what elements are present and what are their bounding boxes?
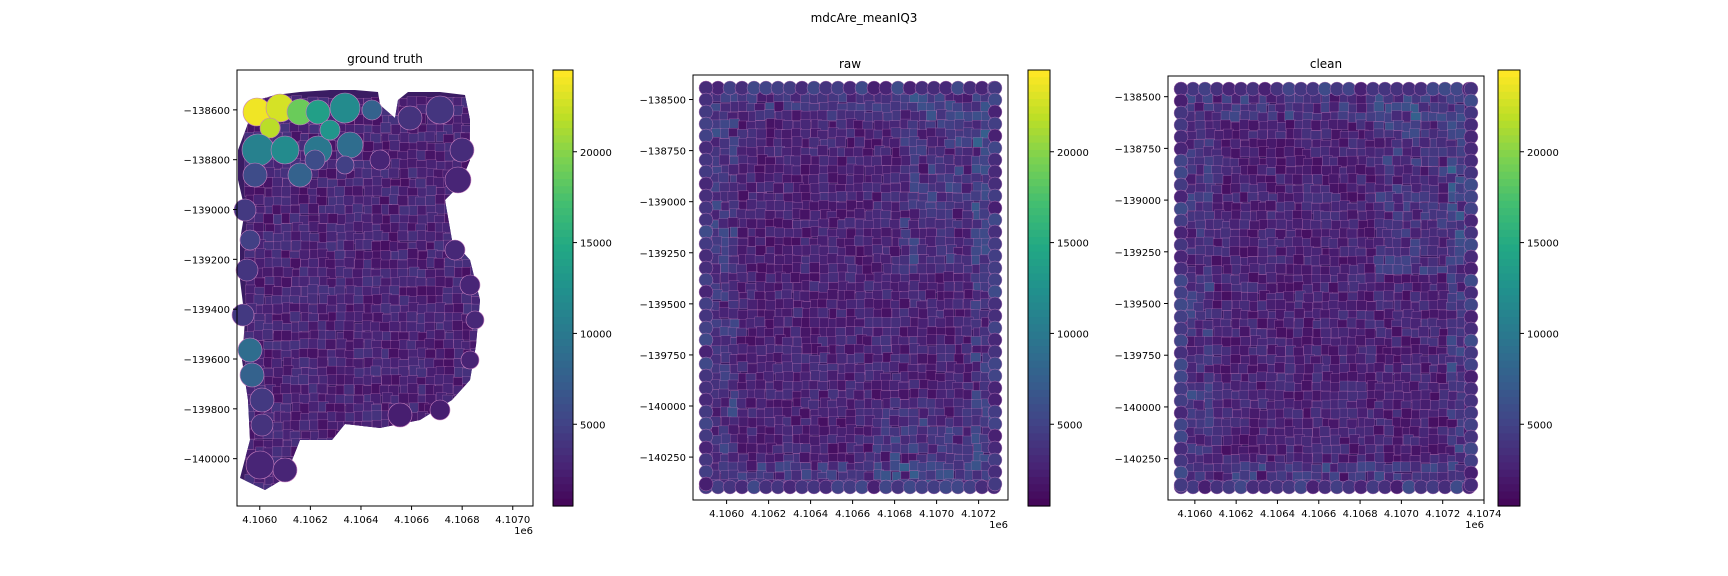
- x-axis: 4.1060 4.1062 4.1064 4.1066 4.1068 4.1070: [242, 506, 530, 526]
- colorbar-tick-label: 5000: [1527, 420, 1552, 431]
- y-tick-label: −140000: [1114, 403, 1161, 414]
- heatmap-map: [698, 80, 1003, 495]
- x-tick-label: 4.1066: [1301, 509, 1336, 520]
- x-tick-label: 4.1064: [793, 509, 828, 520]
- colorbar-frame: [1027, 69, 1051, 507]
- x-tick-label: 4.1068: [877, 509, 912, 520]
- colorbar-tick-label: 15000: [1527, 239, 1559, 250]
- y-axis: −138500 −138750 −139000 −139250 −139500 −1397…: [1114, 93, 1168, 466]
- x-tick-label: 4.1070: [919, 509, 954, 520]
- colorbar-tick-label: 10000: [1057, 329, 1089, 340]
- colorbar: 5000 10000 15000 20000: [552, 69, 612, 507]
- x-tick-label: 4.1060: [709, 509, 744, 520]
- x-axis: 4.1060 4.1062 4.1064 4.1066 4.1068 4.1070 4.10…: [709, 500, 996, 520]
- x-tick-label: 4.1070: [495, 515, 530, 526]
- x-tick-label: 4.1068: [1343, 509, 1378, 520]
- y-tick-label: −139000: [183, 206, 230, 217]
- y-tick-label: −139750: [639, 351, 686, 362]
- y-tick-label: −139500: [1114, 300, 1161, 311]
- x-tick-label: 4.1072: [961, 509, 996, 520]
- y-tick-label: −139750: [1114, 351, 1161, 362]
- x-offset-label: 1e6: [989, 520, 1008, 531]
- x-axis: 4.1060 4.1062 4.1064 4.1066 4.1068 4.1070 4.10…: [1177, 500, 1502, 520]
- panel-title: ground truth: [347, 52, 423, 66]
- panel-title: raw: [839, 57, 861, 71]
- x-tick-label: 4.1062: [1219, 509, 1254, 520]
- polygon-cells: [706, 88, 995, 487]
- y-tick-label: −140000: [639, 402, 686, 413]
- x-offset-label: 1e6: [514, 526, 533, 537]
- y-tick-label: −138600: [183, 106, 230, 117]
- colorbar-tick-label: 5000: [580, 420, 605, 431]
- plot-frame: [236, 69, 534, 507]
- x-tick-label: 4.1062: [293, 515, 328, 526]
- x-tick-label: 4.1074: [1467, 509, 1502, 520]
- y-tick-label: −139800: [183, 405, 230, 416]
- y-tick-label: −139250: [1114, 248, 1161, 259]
- y-tick-label: −139500: [639, 300, 686, 311]
- colorbar-tick-label: 20000: [580, 148, 612, 159]
- colorbar-tick-label: 10000: [580, 329, 612, 340]
- y-tick-label: −139400: [183, 305, 230, 316]
- y-tick-label: −139200: [183, 255, 230, 266]
- x-offset-label: 1e6: [1465, 520, 1484, 531]
- panel-clean: clean 4.1060 4.1062 4.1064 4.1066 4.1068 4.10…: [1114, 57, 1558, 531]
- x-tick-label: 4.1068: [445, 515, 480, 526]
- y-tick-label: −140000: [183, 455, 230, 466]
- y-tick-label: −138750: [639, 147, 686, 158]
- y-tick-label: −140250: [1114, 455, 1161, 466]
- heatmap-map: [231, 90, 485, 490]
- x-tick-label: 4.1060: [1177, 509, 1212, 520]
- panel-raw: raw 4.1060 4.1062 4.1064 4.1066 4.1068 4.1070…: [639, 57, 1088, 531]
- x-tick-label: 4.1070: [1384, 509, 1419, 520]
- x-tick-label: 4.1060: [242, 515, 277, 526]
- y-axis: −138600 −138800 −139000 −139200 −139400 −1396…: [183, 106, 237, 466]
- x-tick-label: 4.1062: [751, 509, 786, 520]
- y-tick-label: −139000: [639, 198, 686, 209]
- x-tick-label: 4.1064: [1260, 509, 1295, 520]
- y-tick-label: −138800: [183, 156, 230, 167]
- y-tick-label: −138750: [1114, 144, 1161, 155]
- boundary-blobs: [1173, 81, 1479, 495]
- x-tick-label: 4.1066: [835, 509, 870, 520]
- colorbar-tick-label: 5000: [1057, 420, 1082, 431]
- y-tick-label: −138500: [1114, 93, 1161, 104]
- colorbar-tick-label: 15000: [1057, 239, 1089, 250]
- x-tick-label: 4.1064: [343, 515, 378, 526]
- x-tick-label: 4.1066: [394, 515, 429, 526]
- colorbar: 5000 10000 15000 20000: [1027, 69, 1089, 507]
- y-tick-label: −139600: [183, 355, 230, 366]
- panel-ground-truth: ground truth 4.1060 4.1062 4.1064 4.1066 4.1…: [183, 52, 611, 537]
- colorbar-tick-label: 15000: [580, 239, 612, 250]
- y-tick-label: −138500: [639, 96, 686, 107]
- y-tick-label: −139000: [1114, 196, 1161, 207]
- panel-title: clean: [1310, 57, 1342, 71]
- boundary-blobs: [698, 80, 1003, 495]
- y-axis: −138500 −138750 −139000 −139250 −139500 −1397…: [639, 96, 693, 464]
- y-tick-label: −140250: [639, 453, 686, 464]
- plot-frame: [692, 74, 1009, 501]
- colorbar-tick-label: 20000: [1057, 148, 1089, 159]
- figure-title: mdcAre_meanIQ3: [811, 11, 918, 25]
- x-tick-label: 4.1072: [1425, 509, 1460, 520]
- colorbar: 5000 10000 15000 20000: [1497, 69, 1559, 507]
- colorbar-tick-label: 10000: [1527, 329, 1559, 340]
- colorbar-frame: [1497, 69, 1521, 507]
- colorbar-tick-label: 20000: [1527, 148, 1559, 159]
- boundary-blobs: [231, 92, 485, 483]
- colorbar-frame: [552, 69, 574, 507]
- y-tick-label: −139250: [639, 249, 686, 260]
- heatmap-map: [1173, 81, 1479, 495]
- plot-frame: [1167, 75, 1485, 501]
- polygon-cells: [1181, 89, 1471, 487]
